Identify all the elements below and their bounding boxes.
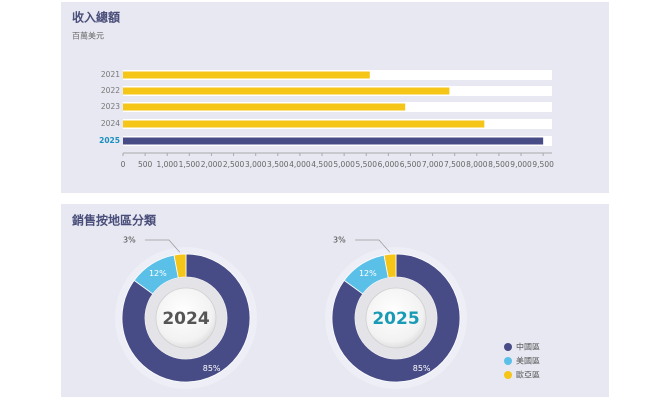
center-label: 2025: [372, 309, 419, 329]
x-tick-label: 9,500: [532, 160, 554, 169]
chart-subtitle: 百萬美元: [72, 31, 104, 41]
data-label: 85%: [413, 364, 431, 373]
legend-swatch: [504, 343, 512, 351]
y-tick-label: 2021: [101, 70, 120, 79]
x-tick-label: 3,500: [267, 160, 289, 169]
legend-swatch: [504, 371, 512, 379]
data-label: 85%: [203, 364, 221, 373]
legend-label: 中國區: [516, 342, 540, 352]
x-tick-label: 3,000: [245, 160, 267, 169]
x-tick-label: 5,000: [333, 160, 355, 169]
x-tick-label: 8,500: [488, 160, 510, 169]
data-label: 3%: [123, 236, 136, 245]
bar: [123, 120, 485, 128]
data-label: 12%: [359, 269, 377, 278]
legend-label: 美國區: [516, 356, 540, 366]
x-tick-label: 8,000: [466, 160, 488, 169]
legend-label: 歐亞區: [516, 370, 540, 380]
bar: [123, 137, 544, 145]
x-tick-label: 7,000: [422, 160, 444, 169]
x-tick-label: 2,500: [223, 160, 245, 169]
x-tick-label: 500: [138, 160, 153, 169]
donut-center: [155, 287, 217, 349]
center-label: 2024: [162, 309, 209, 329]
chart-title: 銷售按地區分類: [72, 213, 157, 228]
x-tick-label: 6,500: [400, 160, 422, 169]
data-label: 3%: [333, 236, 346, 245]
panel: [61, 2, 609, 193]
data-label: 12%: [149, 269, 167, 278]
x-tick-label: 6,000: [378, 160, 400, 169]
x-tick-label: 0: [121, 160, 126, 169]
x-tick-label: 9,000: [510, 160, 532, 169]
bar: [123, 103, 406, 111]
leader-line: [355, 239, 391, 253]
x-tick-label: 1,500: [179, 160, 201, 169]
x-tick-label: 4,000: [289, 160, 311, 169]
x-tick-label: 5,500: [356, 160, 378, 169]
y-tick-label: 2022: [101, 86, 120, 95]
donut-center: [365, 287, 427, 349]
x-tick-label: 1,000: [156, 160, 178, 169]
y-tick-label: 2023: [101, 102, 120, 111]
leader-line: [145, 239, 181, 253]
y-tick-label: 2024: [101, 119, 120, 128]
x-tick-label: 2,000: [201, 160, 223, 169]
y-tick-label: 2025: [99, 136, 120, 145]
bar: [123, 87, 450, 95]
legend-swatch: [504, 357, 512, 365]
chart-title: 收入總額: [72, 10, 120, 25]
bar: [123, 71, 370, 79]
x-tick-label: 4,500: [311, 160, 333, 169]
x-tick-label: 7,500: [444, 160, 466, 169]
